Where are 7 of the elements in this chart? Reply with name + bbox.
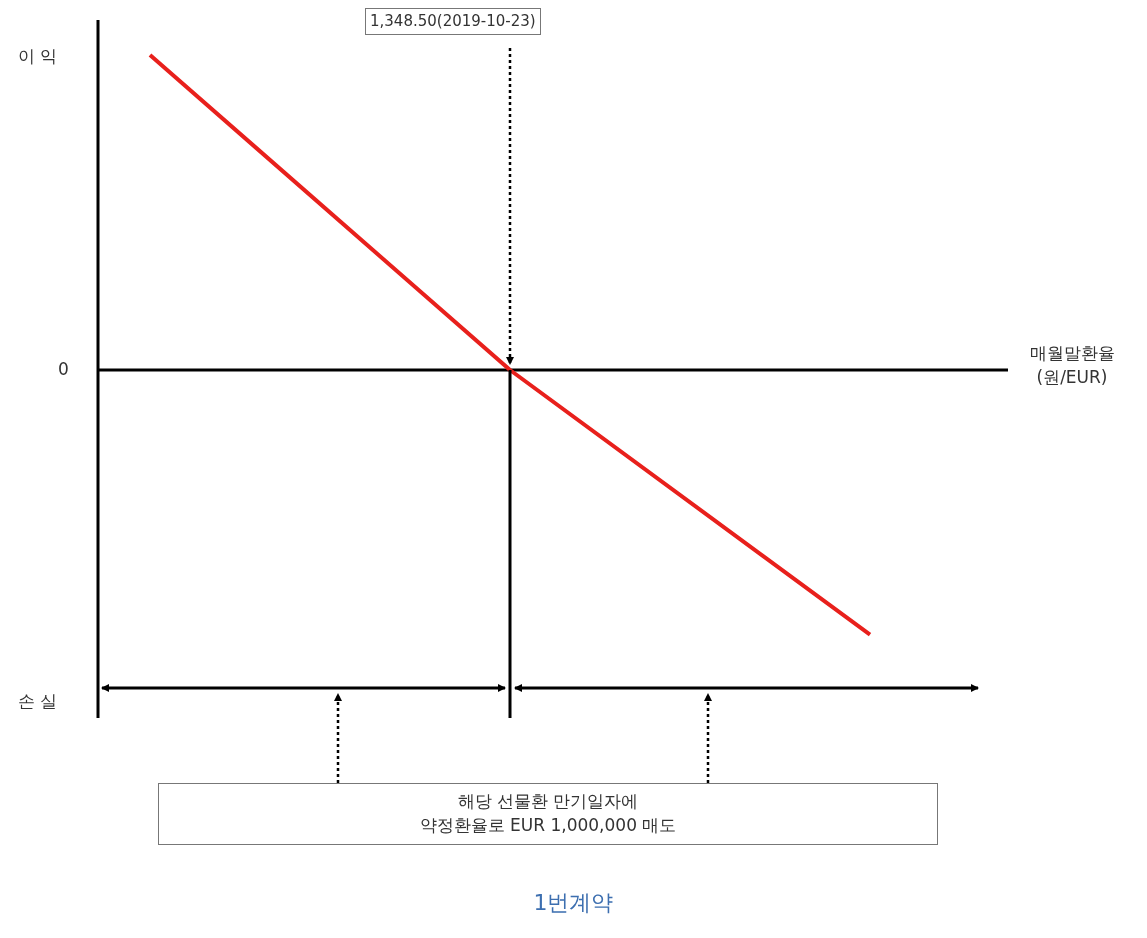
text: 1번계약 xyxy=(532,889,615,917)
text: 손 실 xyxy=(18,690,58,713)
x-axis-title: 매월말환율 (원/EUR) xyxy=(1028,342,1116,389)
text: 해당 선물환 만기일자에 약정환율로 EUR 1,000,000 매도 xyxy=(158,783,938,845)
text: 이 익 xyxy=(18,45,58,68)
text: 0 xyxy=(58,358,69,381)
text: 1,348.50(2019-10-23) xyxy=(365,8,541,35)
